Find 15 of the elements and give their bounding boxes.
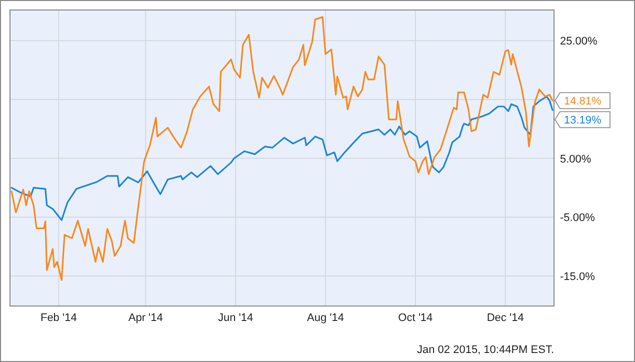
y-tick-label: -5.00% — [560, 212, 596, 224]
y-tick-label: 25.00% — [560, 36, 598, 48]
x-tick-label: Oct '14 — [398, 312, 433, 324]
line-series — [10, 96, 554, 221]
x-tick-label: Feb '14 — [40, 312, 77, 324]
data-label: 14.81% — [564, 96, 602, 108]
y-tick-label: 5.00% — [560, 153, 592, 166]
x-tick-label: Dec '14 — [486, 312, 524, 324]
x-tick-label: Apr '14 — [128, 312, 163, 324]
x-tick-label: Jun '14 — [218, 312, 254, 324]
line-series — [10, 16, 554, 281]
x-tick-label: Aug '14 — [307, 312, 344, 324]
y-tick-label: -15.0% — [560, 270, 596, 283]
text: Jan 02 2015, 10:44PM EST. — [417, 344, 554, 356]
data-label: 13.19% — [564, 114, 602, 127]
